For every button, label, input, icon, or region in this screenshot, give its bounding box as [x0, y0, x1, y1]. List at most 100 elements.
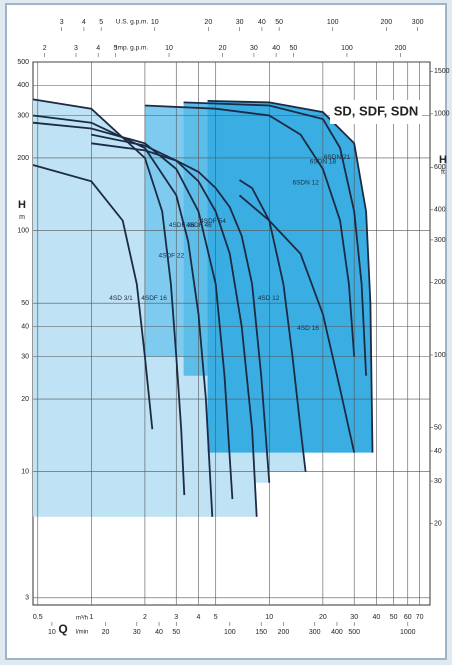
x-tick-label: 40 [373, 614, 381, 621]
curve-label: 4SD 3/1 [109, 295, 133, 302]
x-tick-label: 5 [214, 614, 218, 621]
pump-curve [144, 104, 356, 357]
pump-curve [91, 142, 271, 483]
x-tick-label: 300 [412, 19, 424, 26]
x-tick-label: 50 [275, 19, 283, 26]
x-tick-label: 150 [255, 629, 267, 636]
y-tick-label: 500 [17, 59, 29, 66]
y2-tick-label: 30 [434, 478, 442, 485]
x-tick-label: 200 [278, 629, 290, 636]
pump-curve [32, 98, 186, 496]
x-tick-label: 2 [143, 614, 147, 621]
pump-curve [183, 101, 367, 376]
x-tick-label: 500 [348, 629, 360, 636]
x-tick-label: 50 [390, 614, 398, 621]
y2-axis-label: H [439, 154, 447, 166]
y-axis-label: H [18, 199, 26, 211]
x-tick-label: 200 [380, 19, 392, 26]
pump-curve [32, 121, 234, 500]
x-axis-label: Q [58, 622, 67, 636]
curve-label: 4SDF 54 [200, 218, 226, 225]
x-tick-label: 2 [43, 45, 47, 52]
y2-tick-label: 40 [434, 448, 442, 455]
x-tick-label: 70 [416, 614, 424, 621]
pump-curve [238, 194, 356, 453]
curve-label: 4SDF 46 [186, 222, 212, 229]
y-tick-label: 3 [25, 595, 29, 602]
pump-curve [91, 133, 258, 517]
y2-tick-label: 100 [434, 352, 446, 359]
x-tick-label: 20 [204, 19, 212, 26]
x-tick-label: 0.5 [33, 614, 43, 621]
y-tick-label: 10 [21, 469, 29, 476]
x-tick-label: 30 [133, 629, 141, 636]
y2-tick-label: 600 [434, 164, 446, 171]
x-tick-label: 20 [319, 614, 327, 621]
y2-tick-label: 1000 [434, 111, 450, 118]
title-box [330, 100, 422, 124]
x-tick-label: 300 [309, 629, 321, 636]
x-tick-label: 30 [350, 614, 358, 621]
curve-label: 4SD 12 [258, 295, 280, 302]
x-tick-label: 3 [60, 19, 64, 26]
x-tick-label: 10 [151, 19, 159, 26]
x-tick-label: 50 [172, 629, 180, 636]
curve-label: 4SDF 36 [169, 222, 195, 229]
y-tick-label: 200 [17, 155, 29, 162]
x-tick-label: 30 [250, 45, 258, 52]
x3-axis-unit: U.S. g.p.m. [116, 19, 149, 26]
x-tick-label: 60 [404, 614, 412, 621]
x-tick-label: 50 [289, 45, 297, 52]
curve-label: 4SDF 22 [159, 252, 185, 259]
curve-label: 6SDN 18 [310, 159, 337, 166]
chart-title: SD, SDF, SDN [334, 103, 419, 118]
x-tick-label: 10 [48, 629, 56, 636]
x-tick-label: 200 [395, 45, 407, 52]
y2-tick-label: 20 [434, 520, 442, 527]
x-tick-label: 10 [265, 614, 273, 621]
labels: 0.5 1 2 3 4 5 10 20 30 40 50 60 70 10 20 30 40 50 100 150 20… [17, 19, 449, 636]
x-tick-label: 10 [165, 45, 173, 52]
x-tick-label: 40 [155, 629, 163, 636]
grid [33, 27, 433, 626]
y2-tick-label: 300 [434, 237, 446, 244]
x4-axis-unit: Imp. g.p.m. [116, 45, 149, 52]
x-tick-label: 20 [219, 45, 227, 52]
y-tick-label: 100 [17, 227, 29, 234]
x-tick-label: 20 [102, 629, 110, 636]
x-tick-label: 5 [99, 19, 103, 26]
y-tick-label: 50 [21, 300, 29, 307]
x-tick-label: 5 [114, 45, 118, 52]
y-axis-unit: m [19, 214, 25, 221]
pump-curve [239, 179, 307, 472]
y2-axis-unit: ft [441, 169, 445, 176]
x-tick-label: 40 [272, 45, 280, 52]
curve-label: 6SDN 12 [292, 180, 319, 187]
x-tick-label: 1000 [400, 629, 416, 636]
x-tick-label: 4 [96, 45, 100, 52]
x-tick-label: 40 [258, 19, 266, 26]
curve-label: 4SD 16 [297, 325, 319, 332]
y-tick-label: 300 [17, 112, 29, 119]
y-tick-label: 20 [21, 396, 29, 403]
x-axis-unit: m³/h [76, 616, 88, 622]
x-tick-label: 3 [174, 614, 178, 621]
x2-axis-unit: l/min [76, 630, 89, 636]
pump-curve [32, 164, 154, 430]
y-tick-label: 400 [17, 82, 29, 89]
x-tick-label: 4 [82, 19, 86, 26]
curve-area [207, 100, 373, 453]
x-tick-label: 3 [74, 45, 78, 52]
y-tick-label: 40 [21, 323, 29, 330]
curve-label: 6SDN 21 [324, 154, 351, 161]
x-tick-label: 400 [331, 629, 343, 636]
curves [32, 98, 374, 517]
pump-curve [32, 114, 214, 517]
curve-label: 4SDF 16 [141, 295, 167, 302]
y2-tick-label: 1500 [434, 68, 450, 75]
x-tick-label: 100 [327, 19, 339, 26]
x-tick-label: 1 [89, 614, 93, 621]
x-tick-label: 100 [224, 629, 236, 636]
y2-tick-label: 50 [434, 424, 442, 431]
pump-curve [207, 100, 374, 453]
